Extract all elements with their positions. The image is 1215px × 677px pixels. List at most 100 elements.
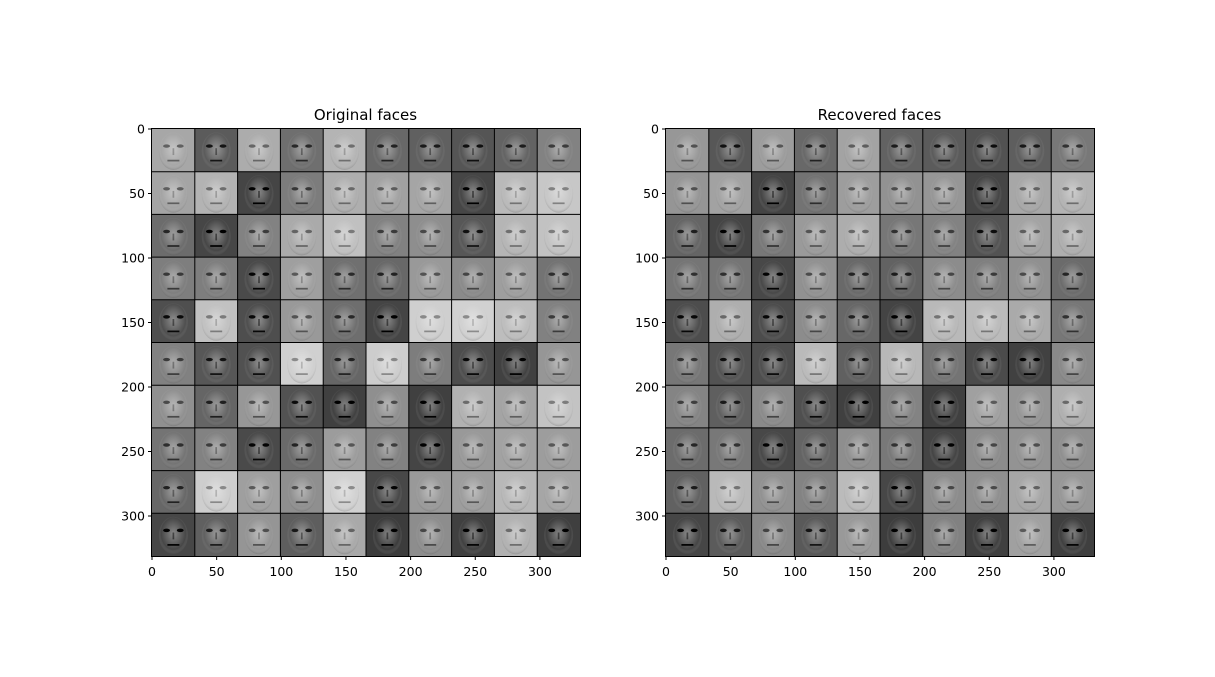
face-tile — [237, 427, 281, 471]
face-tile — [922, 470, 966, 514]
face-tile — [794, 342, 838, 386]
face-tile — [494, 299, 538, 343]
face-tile — [280, 299, 324, 343]
face-tile — [451, 427, 495, 471]
face-tile — [152, 299, 195, 343]
face-tile — [922, 513, 966, 556]
face-tile — [537, 257, 580, 300]
face-tile — [280, 342, 324, 386]
face-tile — [494, 129, 538, 172]
face-tile — [537, 427, 580, 471]
face-tile — [152, 171, 195, 215]
face-tile — [494, 513, 538, 556]
y-tick-label: 200 — [635, 380, 659, 395]
face-tile — [965, 385, 1009, 428]
face-tile — [237, 214, 281, 258]
face-tile — [965, 129, 1009, 172]
face-tile — [922, 129, 966, 172]
face-tile — [194, 129, 238, 172]
face-tile — [408, 385, 452, 428]
face-tile — [237, 299, 281, 343]
face-tile — [237, 342, 281, 386]
face-tile — [1008, 470, 1052, 514]
face-tile — [494, 214, 538, 258]
face-tile — [194, 257, 238, 300]
x-axis-ticks: 0 50 100 150 200 250 300 — [148, 556, 552, 579]
face-tile — [837, 427, 880, 471]
face-tile — [880, 129, 923, 172]
face-tile — [1051, 257, 1094, 300]
face-tile — [366, 513, 409, 556]
face-tile — [751, 257, 795, 300]
face-tile — [666, 214, 709, 258]
face-tile — [751, 385, 795, 428]
face-tile — [366, 427, 409, 471]
face-tile — [965, 214, 1009, 258]
face-tile — [708, 257, 752, 300]
face-tile — [366, 299, 409, 343]
face-tile — [194, 385, 238, 428]
face-tile — [880, 342, 923, 386]
original-faces-panel: Original faces 0 50 100 150 200 250 300 0 50 100… — [121, 106, 581, 579]
face-tile — [451, 470, 495, 514]
face-tile — [751, 129, 795, 172]
face-tile — [366, 129, 409, 172]
face-tile — [751, 299, 795, 343]
face-tile — [1051, 129, 1094, 172]
face-tile — [323, 171, 366, 215]
face-grid — [152, 129, 580, 556]
x-tick-label: 250 — [463, 564, 487, 579]
face-tile — [666, 129, 709, 172]
face-tile — [837, 257, 880, 300]
face-tile — [237, 385, 281, 428]
face-tile — [237, 513, 281, 556]
face-tile — [794, 513, 838, 556]
face-tile — [280, 513, 324, 556]
face-tile — [366, 257, 409, 300]
face-tile — [408, 214, 452, 258]
face-tile — [408, 257, 452, 300]
y-tick-label: 200 — [121, 380, 145, 395]
face-tile — [408, 171, 452, 215]
face-tile — [1008, 299, 1052, 343]
face-tile — [1008, 257, 1052, 300]
face-tile — [880, 427, 923, 471]
panel-title: Original faces — [314, 106, 417, 124]
face-tile — [152, 513, 195, 556]
face-tile — [666, 513, 709, 556]
y-tick-label: 0 — [651, 122, 659, 137]
face-tile — [922, 385, 966, 428]
y-axis-ticks: 0 50 100 150 200 250 300 — [121, 122, 152, 524]
face-tile — [1051, 427, 1094, 471]
face-tile — [965, 171, 1009, 215]
face-tile — [751, 427, 795, 471]
face-tile — [922, 427, 966, 471]
face-tile — [1051, 214, 1094, 258]
face-tile — [408, 129, 452, 172]
y-tick-label: 100 — [635, 251, 659, 266]
face-tile — [837, 299, 880, 343]
face-tile — [666, 470, 709, 514]
face-tile — [666, 385, 709, 428]
face-tile — [922, 342, 966, 386]
x-tick-label: 150 — [848, 564, 872, 579]
face-tile — [666, 299, 709, 343]
face-tile — [494, 171, 538, 215]
face-tile — [152, 214, 195, 258]
face-tile — [708, 171, 752, 215]
y-tick-label: 50 — [643, 186, 659, 201]
face-tile — [965, 257, 1009, 300]
face-tile — [794, 299, 838, 343]
face-tile — [152, 129, 195, 172]
face-tile — [794, 427, 838, 471]
axes-frame — [665, 128, 1095, 557]
face-tile — [837, 214, 880, 258]
face-tile — [666, 171, 709, 215]
face-tile — [751, 214, 795, 258]
y-tick-label: 150 — [635, 315, 659, 330]
x-tick-label: 0 — [662, 564, 670, 579]
y-tick-label: 50 — [129, 186, 145, 201]
face-tile — [451, 299, 495, 343]
face-tile — [323, 385, 366, 428]
face-tile — [1051, 385, 1094, 428]
